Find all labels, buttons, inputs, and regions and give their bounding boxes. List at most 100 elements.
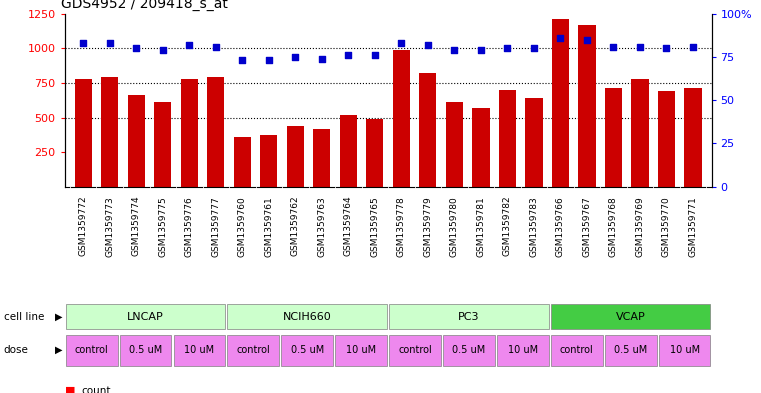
Text: control: control	[237, 345, 270, 355]
Bar	[498, 90, 516, 187]
Bar	[75, 79, 92, 187]
Point	[448, 47, 460, 53]
Text: GSM1359782: GSM1359782	[503, 196, 512, 256]
Text: ■: ■	[65, 386, 75, 393]
Bar	[154, 102, 171, 187]
Bar	[393, 50, 410, 187]
Text: GSM1359770: GSM1359770	[662, 196, 671, 257]
Text: GSM1359763: GSM1359763	[317, 196, 326, 257]
Point	[475, 47, 487, 53]
Text: GSM1359773: GSM1359773	[105, 196, 114, 257]
Text: GSM1359762: GSM1359762	[291, 196, 300, 256]
Point	[634, 44, 646, 50]
Point	[236, 57, 248, 64]
Text: control: control	[560, 345, 594, 355]
Text: GSM1359778: GSM1359778	[397, 196, 406, 257]
Point	[422, 42, 434, 48]
Bar	[207, 77, 224, 187]
Bar	[551, 304, 711, 329]
Bar	[684, 88, 702, 187]
Bar	[314, 129, 330, 187]
Bar	[497, 334, 549, 366]
Text: 10 uM: 10 uM	[184, 345, 215, 355]
Text: GSM1359776: GSM1359776	[185, 196, 194, 257]
Bar	[552, 19, 569, 187]
Text: NCIH660: NCIH660	[283, 312, 332, 322]
Bar	[389, 334, 441, 366]
Bar	[119, 334, 171, 366]
Bar	[605, 334, 657, 366]
Bar	[659, 334, 711, 366]
Text: GSM1359781: GSM1359781	[476, 196, 486, 257]
Text: GSM1359775: GSM1359775	[158, 196, 167, 257]
Bar	[228, 304, 387, 329]
Text: GSM1359768: GSM1359768	[609, 196, 618, 257]
Bar	[282, 334, 333, 366]
Bar	[578, 25, 596, 187]
Bar	[658, 91, 675, 187]
Point	[130, 45, 142, 51]
Bar	[473, 108, 489, 187]
Point	[528, 45, 540, 51]
Text: GDS4952 / 209418_s_at: GDS4952 / 209418_s_at	[62, 0, 228, 11]
Text: GSM1359783: GSM1359783	[530, 196, 539, 257]
Point	[157, 47, 169, 53]
Bar	[551, 334, 603, 366]
Text: control: control	[398, 345, 432, 355]
Text: GSM1359761: GSM1359761	[264, 196, 273, 257]
Point	[342, 52, 355, 59]
Bar	[65, 334, 117, 366]
Text: GSM1359771: GSM1359771	[689, 196, 698, 257]
Point	[581, 37, 593, 43]
Text: GSM1359772: GSM1359772	[78, 196, 88, 256]
Bar	[180, 79, 198, 187]
Bar	[128, 95, 145, 187]
Bar	[446, 102, 463, 187]
Point	[687, 44, 699, 50]
Text: GSM1359766: GSM1359766	[556, 196, 565, 257]
Point	[263, 57, 275, 64]
Text: LNCAP: LNCAP	[127, 312, 164, 322]
Point	[395, 40, 407, 46]
Text: 10 uM: 10 uM	[670, 345, 699, 355]
Text: GSM1359779: GSM1359779	[423, 196, 432, 257]
Text: ▶: ▶	[55, 345, 62, 355]
Bar	[632, 79, 648, 187]
Point	[607, 44, 619, 50]
Text: VCAP: VCAP	[616, 312, 645, 322]
Point	[661, 45, 673, 51]
Text: PC3: PC3	[458, 312, 479, 322]
Bar	[443, 334, 495, 366]
Point	[554, 35, 566, 41]
Text: 0.5 uM: 0.5 uM	[129, 345, 162, 355]
Bar	[260, 136, 278, 187]
Bar	[605, 88, 622, 187]
Text: cell line: cell line	[4, 312, 44, 322]
Point	[369, 52, 381, 59]
Bar	[419, 73, 437, 187]
Point	[210, 44, 222, 50]
Text: 10 uM: 10 uM	[508, 345, 538, 355]
Text: 0.5 uM: 0.5 uM	[452, 345, 486, 355]
Text: count: count	[81, 386, 111, 393]
Bar	[336, 334, 387, 366]
Text: GSM1359767: GSM1359767	[582, 196, 591, 257]
Text: GSM1359769: GSM1359769	[635, 196, 645, 257]
Bar	[389, 304, 549, 329]
Bar	[525, 98, 543, 187]
Text: 10 uM: 10 uM	[346, 345, 376, 355]
Bar	[287, 126, 304, 187]
Bar	[366, 119, 384, 187]
Point	[316, 55, 328, 62]
Point	[103, 40, 116, 46]
Bar	[65, 304, 225, 329]
Bar	[228, 334, 279, 366]
Bar	[339, 115, 357, 187]
Bar	[234, 137, 251, 187]
Text: control: control	[75, 345, 109, 355]
Text: GSM1359765: GSM1359765	[371, 196, 379, 257]
Bar	[101, 77, 119, 187]
Text: 0.5 uM: 0.5 uM	[291, 345, 324, 355]
Bar	[174, 334, 225, 366]
Point	[77, 40, 89, 46]
